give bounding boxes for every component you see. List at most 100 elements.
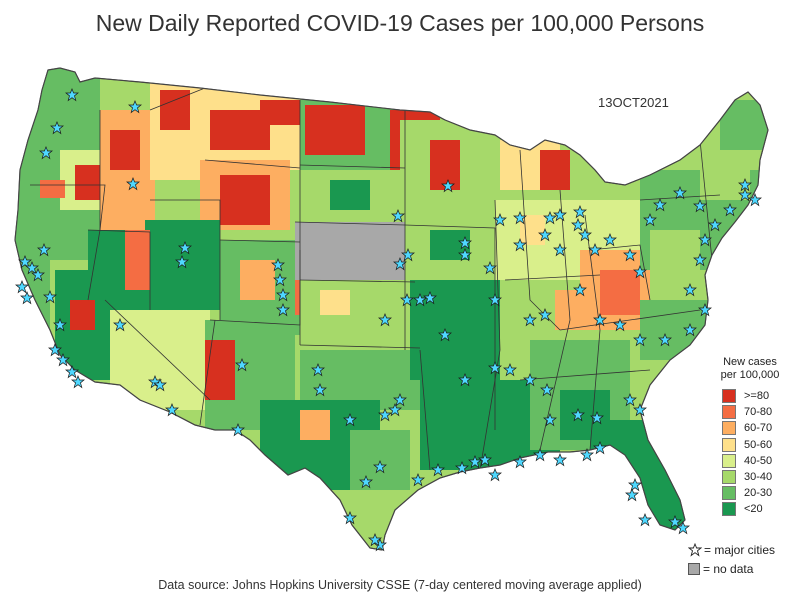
city-star-icon: [523, 313, 537, 327]
city-star-icon: [373, 460, 387, 474]
city-star-icon: [468, 455, 482, 469]
legend-swatch: [722, 421, 736, 436]
city-star-icon: [723, 203, 737, 217]
city-star-icon: [553, 243, 567, 257]
city-star-icon: [478, 453, 492, 467]
legend-cities: = major cities: [688, 543, 775, 557]
nodata-swatch: [688, 563, 700, 575]
city-star-icon: [588, 243, 602, 257]
city-star-icon: [633, 403, 647, 417]
city-star-icon: [313, 383, 327, 397]
city-star-icon: [235, 358, 249, 372]
city-star-icon: [538, 228, 552, 242]
city-star-icon: [738, 188, 752, 202]
legend-label: >=80: [744, 390, 770, 403]
city-star-icon: [343, 413, 357, 427]
city-star-icon: [571, 218, 585, 232]
city-star-icon: [391, 209, 405, 223]
city-star-icon: [388, 403, 402, 417]
city-star-icon: [393, 257, 407, 271]
legend: New cases per 100,000 >=80 70-80 60-70 50-6…: [712, 356, 796, 518]
city-star-icon: [673, 186, 687, 200]
legend-label: 40-50: [744, 454, 773, 467]
legend-label: 50-60: [744, 438, 773, 451]
city-star-icon: [573, 283, 587, 297]
legend-item: 20-30: [712, 485, 796, 501]
city-star-icon: [580, 448, 594, 462]
legend-item: <20: [712, 501, 796, 517]
city-star-icon: [37, 243, 51, 257]
city-star-icon: [488, 361, 502, 375]
state-borders: [30, 87, 721, 471]
legend-swatch: [722, 437, 736, 452]
city-star-icon: [538, 308, 552, 322]
city-star-icon: [311, 363, 325, 377]
county-choropleth: [15, 68, 768, 540]
city-star-icon: [533, 448, 547, 462]
legend-items: >=80 70-80 60-70 50-60 40-50 30-40 20-30 <20: [712, 388, 796, 518]
city-star-icon: [698, 233, 712, 247]
legend-item: 30-40: [712, 469, 796, 485]
city-star-icon: [613, 318, 627, 332]
legend-item: 40-50: [712, 453, 796, 469]
city-star-icon: [71, 375, 85, 389]
city-star-icon: [359, 475, 373, 489]
legend-label: 60-70: [744, 422, 773, 435]
city-star-icon: [39, 146, 53, 160]
legend-swatch: [722, 453, 736, 468]
city-star-icon: [276, 303, 290, 317]
legend-cities-label: = major cities: [704, 543, 776, 557]
city-star-icon: [458, 373, 472, 387]
city-star-icon: [18, 255, 32, 269]
city-star-icon: [653, 198, 667, 212]
city-star-icon: [438, 328, 452, 342]
city-star-icon: [593, 313, 607, 327]
legend-swatch: [722, 470, 736, 485]
city-star-icon: [488, 468, 502, 482]
city-star-icon: [698, 303, 712, 317]
legend-item: >=80: [712, 388, 796, 404]
city-star-icon: [413, 293, 427, 307]
city-star-icon: [543, 211, 557, 225]
city-star-icon: [65, 365, 79, 379]
city-star-icon: [65, 88, 79, 102]
legend-swatch: [722, 502, 736, 517]
city-star-icon: [593, 441, 607, 455]
date-label: 13OCT2021: [598, 95, 669, 110]
city-star-icon: [423, 291, 437, 305]
city-star-icon: [543, 413, 557, 427]
city-star-icon: [128, 100, 142, 114]
city-star-icon: [603, 233, 617, 247]
city-star-icon: [455, 461, 469, 475]
city-star-icon: [56, 353, 70, 367]
legend-nodata-label: = no data: [703, 562, 754, 576]
legend-swatch: [722, 486, 736, 501]
city-star-icon: [48, 343, 62, 357]
city-star-icon: [15, 280, 29, 294]
legend-label: <20: [744, 503, 763, 516]
city-star-icon: [683, 283, 697, 297]
city-star-icon: [493, 213, 507, 227]
city-star-icon: [488, 293, 502, 307]
legend-title-line2: per 100,000: [720, 369, 780, 381]
city-star-icon: [50, 121, 64, 135]
city-star-icon: [748, 193, 762, 207]
city-star-icon: [623, 393, 637, 407]
city-star-icon: [573, 205, 587, 219]
city-star-icon: [693, 253, 707, 267]
city-star-icon: [625, 488, 639, 502]
city-star-icon: [441, 179, 455, 193]
legend-swatch: [722, 405, 736, 420]
city-star-icon: [513, 238, 527, 252]
city-star-icon: [578, 228, 592, 242]
legend-item: 70-80: [712, 404, 796, 420]
city-star-icon: [623, 248, 637, 262]
city-star-icon: [638, 513, 652, 527]
city-star-icon: [658, 333, 672, 347]
city-star-icon: [553, 208, 567, 222]
city-star-icon: [513, 211, 527, 225]
city-star-icon: [628, 478, 642, 492]
city-star-icon: [676, 521, 690, 535]
legend-label: 70-80: [744, 406, 773, 419]
city-star-icon: [153, 378, 167, 392]
